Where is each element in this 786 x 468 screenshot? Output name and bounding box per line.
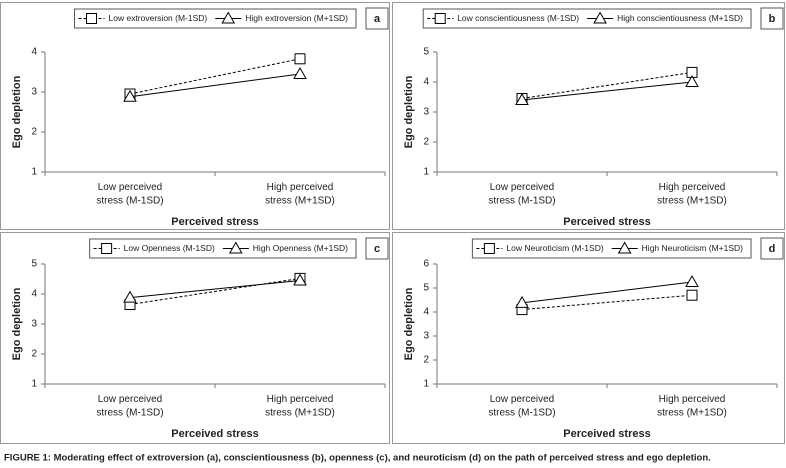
legend-marker xyxy=(221,11,236,24)
x-tick-label: Low perceived stress (M-1SD) xyxy=(488,182,555,207)
legend-marker xyxy=(86,13,98,24)
y-tick-label: 1 xyxy=(31,167,37,178)
legend-label: Low extroversion (M-1SD) xyxy=(109,13,208,23)
legend-marker xyxy=(434,13,446,24)
series-line xyxy=(521,281,693,304)
y-axis-label: Ego depletion xyxy=(11,75,23,148)
legend-item: High Neuroticism (M+1SD) xyxy=(611,241,743,254)
legend: Low conscientiousness (M-1SD) High consci… xyxy=(422,8,752,29)
x-axis-label: Perceived stress xyxy=(563,216,650,228)
series-line xyxy=(129,73,301,98)
y-tick-label: 2 xyxy=(423,137,429,148)
panel-label-box xyxy=(760,7,784,30)
series-line xyxy=(521,71,693,99)
legend-marker xyxy=(101,243,113,254)
legend-label: Low Openness (M-1SD) xyxy=(124,243,215,253)
legend-item: Low Neuroticism (M-1SD) xyxy=(476,243,604,254)
legend-item: High Openness (M+1SD) xyxy=(222,241,348,254)
marker xyxy=(515,92,529,105)
legend-marker xyxy=(228,241,243,254)
legend-item: High extroversion (M+1SD) xyxy=(215,11,348,24)
panel-frame xyxy=(392,2,785,230)
panel-label-box xyxy=(365,7,389,30)
y-tick-label: 1 xyxy=(423,167,429,178)
y-axis-label: Ego depletion xyxy=(11,287,23,360)
y-tick-label: 3 xyxy=(31,87,37,98)
series-line xyxy=(521,81,693,101)
legend-marker xyxy=(617,241,632,254)
marker xyxy=(294,53,306,65)
series-line xyxy=(129,58,301,95)
series-line xyxy=(129,277,301,305)
marker xyxy=(293,273,307,286)
legend-marker xyxy=(483,243,495,254)
y-tick-label: 2 xyxy=(31,127,37,138)
caption: FIGURE 1: Moderating effect of extrovers… xyxy=(4,453,711,464)
marker xyxy=(123,89,137,102)
legend: Low Openness (M-1SD) High Openness (M+1SD… xyxy=(89,238,357,259)
legend-marker xyxy=(593,11,607,24)
legend-label: High extroversion (M+1SD) xyxy=(245,13,348,23)
x-tick-label: High perceived stress (M+1SD) xyxy=(265,182,335,207)
legend-label: Low conscientiousness (M-1SD) xyxy=(457,13,579,23)
series-line xyxy=(521,294,693,311)
y-tick-label: 6 xyxy=(423,259,429,270)
panel-label: c xyxy=(374,243,380,255)
y-tick-label: 1 xyxy=(423,379,429,390)
x-tick-label: High perceived stress (M+1SD) xyxy=(657,182,727,207)
x-axis-label: Perceived stress xyxy=(563,428,650,440)
marker xyxy=(123,290,137,303)
y-tick-label: 5 xyxy=(423,283,429,294)
panel-label: a xyxy=(374,13,381,25)
marker xyxy=(685,274,699,287)
panel-frame xyxy=(0,232,390,444)
y-tick-label: 4 xyxy=(423,77,429,88)
legend-item: Low conscientiousness (M-1SD) xyxy=(427,13,579,24)
legend-item: Low extroversion (M-1SD) xyxy=(78,13,208,24)
y-tick-label: 5 xyxy=(423,47,429,58)
y-axis-label: Ego depletion xyxy=(403,287,415,360)
y-tick-label: 3 xyxy=(423,107,429,118)
marker xyxy=(515,295,529,308)
panel-label: b xyxy=(769,13,776,25)
panel-label-box xyxy=(365,237,389,260)
panel-label-box xyxy=(760,237,784,260)
y-tick-label: 4 xyxy=(423,307,429,318)
x-axis-label: Perceived stress xyxy=(171,216,258,228)
marker xyxy=(686,289,698,301)
y-tick-label: 4 xyxy=(31,289,37,300)
y-tick-label: 5 xyxy=(31,259,37,270)
marker xyxy=(293,66,307,79)
legend-label: Low Neuroticism (M-1SD) xyxy=(506,243,603,253)
y-tick-label: 1 xyxy=(31,379,37,390)
y-tick-label: 2 xyxy=(31,349,37,360)
legend: Low extroversion (M-1SD) High extroversio… xyxy=(74,8,357,29)
legend-label: High conscientiousness (M+1SD) xyxy=(617,13,743,23)
x-tick-label: High perceived stress (M+1SD) xyxy=(657,394,727,419)
series-line xyxy=(129,280,301,299)
y-tick-label: 4 xyxy=(31,47,37,58)
x-tick-label: Low perceived stress (M-1SD) xyxy=(96,182,163,207)
x-axis-label: Perceived stress xyxy=(171,428,258,440)
x-tick-label: Low perceived stress (M-1SD) xyxy=(488,394,555,419)
panel-label: d xyxy=(769,243,776,255)
legend-label: High Openness (M+1SD) xyxy=(253,243,348,253)
x-tick-label: High perceived stress (M+1SD) xyxy=(265,394,335,419)
legend-item: High conscientiousness (M+1SD) xyxy=(587,11,743,24)
y-tick-label: 3 xyxy=(423,331,429,342)
y-tick-label: 3 xyxy=(31,319,37,330)
panel-frame xyxy=(0,2,390,230)
x-tick-label: Low perceived stress (M-1SD) xyxy=(96,394,163,419)
y-tick-label: 2 xyxy=(423,355,429,366)
y-axis-label: Ego depletion xyxy=(403,75,415,148)
legend-label: High Neuroticism (M+1SD) xyxy=(642,243,743,253)
marker xyxy=(685,74,699,87)
legend: Low Neuroticism (M-1SD) High Neuroticism … xyxy=(471,238,752,259)
panel-frame xyxy=(392,232,785,444)
legend-item: Low Openness (M-1SD) xyxy=(93,243,215,254)
